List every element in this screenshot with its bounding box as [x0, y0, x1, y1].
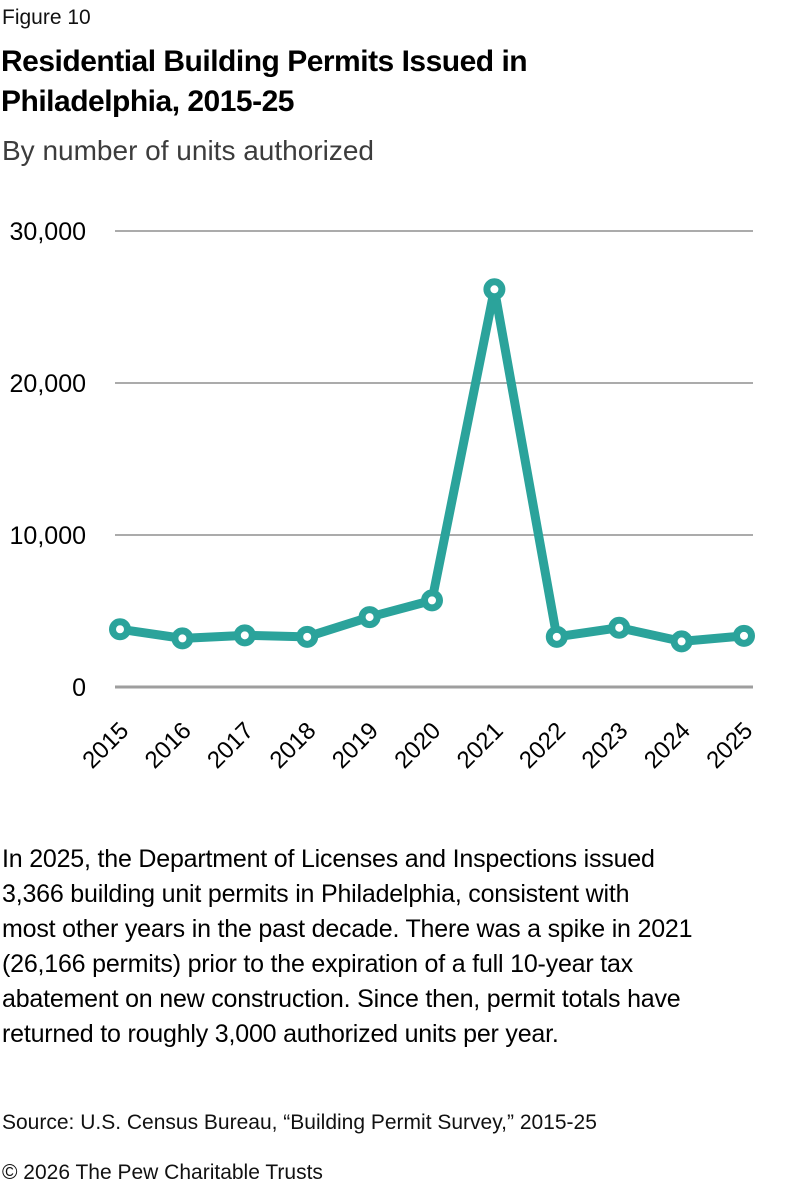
figure-label: Figure 10 — [2, 6, 91, 29]
y-tick-label-0: 0 — [72, 674, 86, 702]
x-tick-label-2020: 2020 — [389, 717, 446, 774]
body-text: In 2025, the Department of Licenses and … — [2, 845, 693, 1048]
data-point-marker-2019 — [358, 606, 381, 629]
y-tick-label-10000: 10,000 — [10, 522, 86, 550]
chart-gridlines — [115, 230, 753, 689]
x-tick-label-2015: 2015 — [77, 717, 134, 774]
data-point-marker-2018 — [296, 625, 319, 648]
data-point-marker-2023 — [608, 616, 631, 639]
x-tick-label-2017: 2017 — [202, 717, 259, 774]
x-tick-label-2016: 2016 — [140, 717, 197, 774]
x-tick-label-2018: 2018 — [265, 717, 322, 774]
x-tick-label-2019: 2019 — [327, 717, 384, 774]
x-tick-label-2022: 2022 — [514, 717, 571, 774]
x-tick-label-2021: 2021 — [452, 717, 509, 774]
chart-series — [109, 278, 755, 653]
chart-y-axis-labels: 0 10,000 20,000 30,000 — [10, 218, 86, 702]
data-point-marker-2025 — [733, 624, 755, 647]
data-point-marker-2015 — [109, 618, 131, 641]
data-point-marker-2024 — [670, 630, 693, 653]
x-tick-label-2023: 2023 — [577, 717, 634, 774]
data-point-marker-2022 — [545, 625, 568, 648]
y-tick-label-30000: 30,000 — [10, 218, 86, 246]
page-title: Residential Building Permits Issued in P… — [1, 45, 528, 118]
x-tick-label-2024: 2024 — [639, 717, 696, 774]
chart-x-axis-labels: 2015 2016 2017 2018 2019 2020 2021 2022 2023 2024… — [77, 717, 758, 774]
permits-line-chart: 0 10,000 20,000 30,000 2015 2016 2017 2018 2019… — [10, 218, 759, 774]
source-text: Source: U.S. Census Bureau, “Building Pe… — [2, 1111, 597, 1134]
chart-subtitle: By number of units authorized — [2, 135, 374, 166]
data-point-marker-2021 — [483, 278, 506, 301]
data-line — [115, 284, 749, 646]
data-point-marker-2017 — [233, 624, 256, 647]
data-point-marker-2016 — [171, 627, 194, 650]
copyright-text: © 2026 The Pew Charitable Trusts — [2, 1161, 323, 1184]
x-tick-label-2025: 2025 — [701, 717, 758, 774]
data-point-marker-2020 — [421, 589, 443, 612]
y-tick-label-20000: 20,000 — [10, 370, 86, 398]
